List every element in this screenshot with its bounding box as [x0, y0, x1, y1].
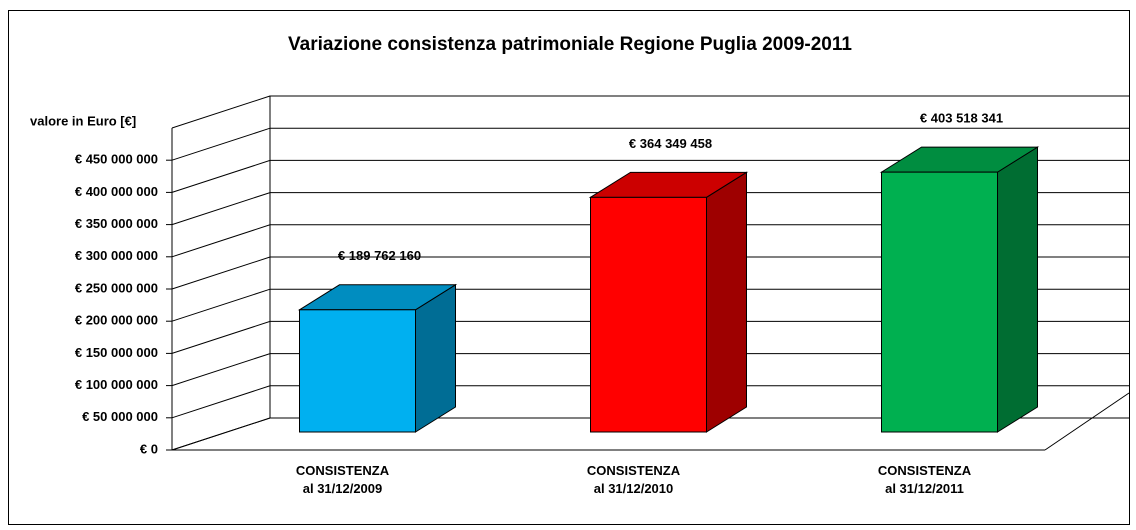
y-tick-label: € 0	[140, 441, 158, 456]
bar-side	[706, 171, 747, 433]
y-tick-label: € 250 000 000	[75, 280, 158, 295]
y-tick-label: € 400 000 000	[75, 184, 158, 199]
grid-line	[171, 385, 1129, 419]
bar	[590, 196, 707, 433]
y-tick-label: € 50 000 000	[82, 409, 158, 424]
y-tick-label: € 100 000 000	[75, 377, 158, 392]
y-tick-label: € 350 000 000	[75, 216, 158, 231]
y-axis-label: valore in Euro [€]	[30, 113, 136, 128]
bar	[299, 309, 416, 433]
floor-right	[1044, 392, 1130, 451]
chart-title: Variazione consistenza patrimoniale Regi…	[288, 34, 852, 55]
x-tick-label: CONSISTENZA al 31/12/2011	[878, 463, 972, 496]
grid-line	[171, 417, 1129, 451]
y-tick-label: € 450 000 000	[75, 152, 158, 167]
grid-line	[171, 127, 1129, 161]
value-label: € 189 762 160	[338, 248, 421, 263]
value-label: € 364 349 458	[629, 136, 712, 151]
x-tick-label: CONSISTENZA al 31/12/2009	[296, 463, 390, 496]
left-wall-top	[171, 95, 271, 129]
bar-side	[415, 283, 456, 433]
y-tick-label: € 300 000 000	[75, 248, 158, 263]
y-tick-label: € 200 000 000	[75, 313, 158, 328]
grid-line	[171, 192, 1129, 226]
grid-line	[171, 256, 1129, 290]
grid-line	[171, 288, 1129, 322]
value-label: € 403 518 341	[920, 111, 1003, 126]
grid-line	[171, 159, 1129, 193]
grid-line	[171, 320, 1129, 354]
y-tick-label: € 150 000 000	[75, 345, 158, 360]
bar	[881, 171, 998, 433]
bar-side	[997, 146, 1038, 433]
x-tick-label: CONSISTENZA al 31/12/2010	[587, 463, 681, 496]
grid-line	[171, 224, 1129, 258]
grid-line	[171, 353, 1129, 387]
